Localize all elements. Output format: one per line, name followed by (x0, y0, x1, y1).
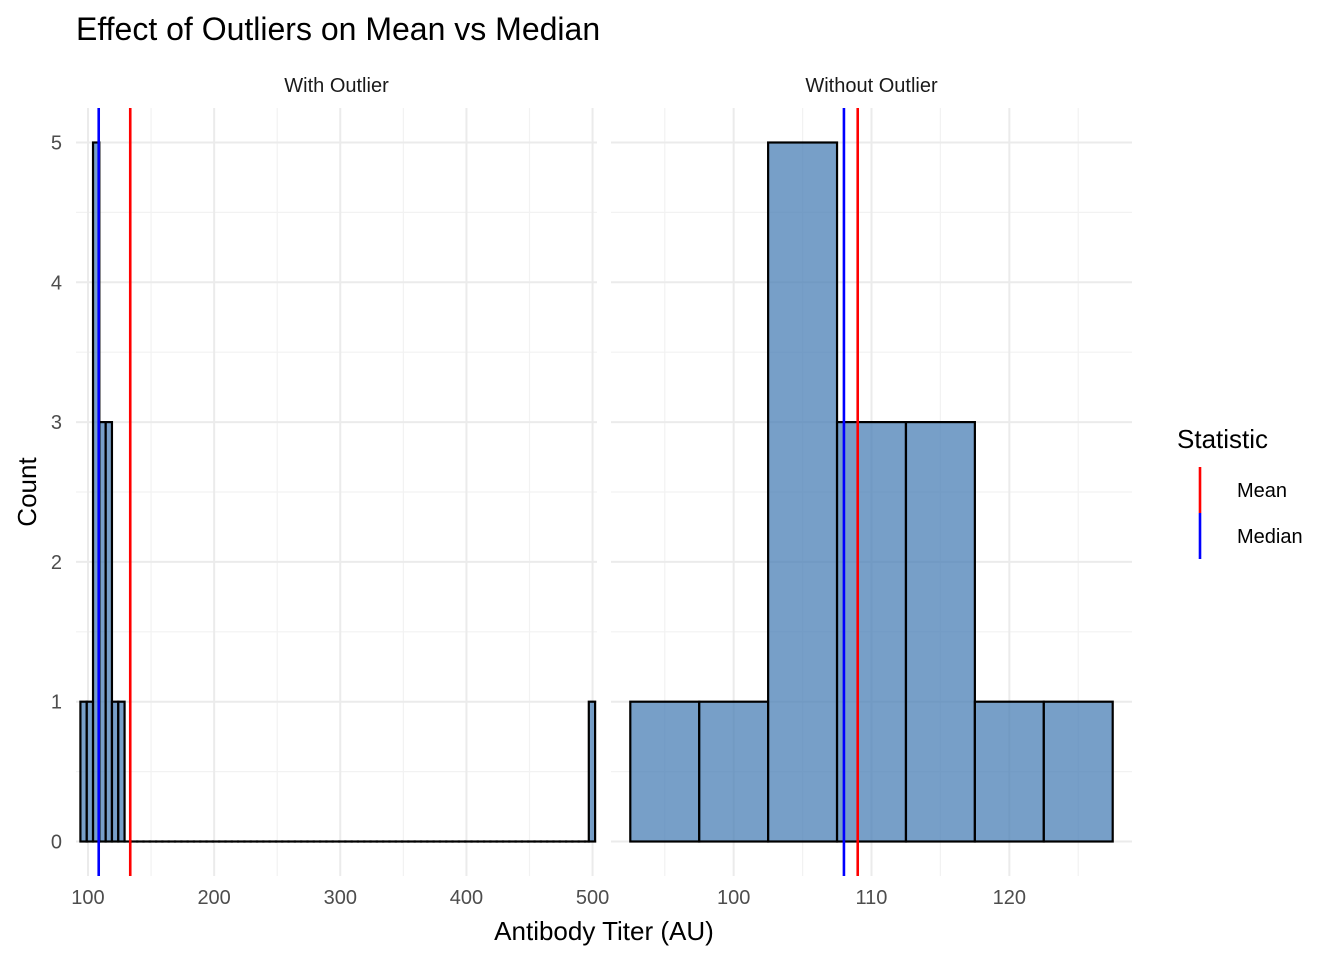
histogram-bar (629, 700, 701, 843)
histogram-bar (587, 700, 597, 843)
chart-title: Effect of Outliers on Mean vs Median (76, 11, 600, 47)
histogram-bar (1042, 700, 1114, 843)
y-axis-title: Count (12, 457, 42, 527)
facet-label: With Outlier (284, 75, 389, 97)
facet-panels: With Outlier 100 200 300 400 500 0 1 2 3 4 5 Without… (51, 75, 1132, 909)
histogram-bar (698, 700, 770, 843)
legend: Statistic Mean Median (1177, 424, 1303, 559)
x-tick-label: 200 (197, 887, 230, 909)
x-tick-label: 500 (576, 887, 609, 909)
histogram-bar (904, 421, 976, 843)
x-tick-label: 100 (71, 887, 104, 909)
legend-label-median: Median (1237, 526, 1303, 548)
panel-with-outlier: With Outlier 100 200 300 400 500 0 1 2 3 4 5 (51, 75, 609, 909)
histogram-bar (767, 141, 839, 843)
x-tick-label: 110 (856, 887, 888, 909)
y-tick-label: 0 (51, 832, 62, 854)
x-tick-label: 100 (717, 887, 750, 909)
x-tick-label: 400 (450, 887, 483, 909)
y-tick-label: 1 (51, 692, 62, 714)
histogram-bar (835, 421, 908, 843)
x-axis-title: Antibody Titer (AU) (494, 916, 714, 946)
y-tick-label: 4 (51, 272, 62, 294)
histogram-bar (104, 421, 114, 843)
legend-label-mean: Mean (1237, 480, 1287, 502)
legend-title: Statistic (1177, 424, 1268, 454)
histogram-bar (117, 700, 126, 843)
panel-without-outlier: Without Outlier 100 110 120 (611, 75, 1132, 909)
histogram-bar (973, 700, 1045, 843)
x-tick-label: 120 (993, 887, 1026, 909)
x-tick-label: 300 (324, 887, 357, 909)
facet-label: Without Outlier (805, 75, 938, 97)
y-tick-label: 5 (51, 133, 62, 155)
y-tick-label: 2 (51, 552, 62, 574)
y-tick-label: 3 (51, 412, 62, 434)
